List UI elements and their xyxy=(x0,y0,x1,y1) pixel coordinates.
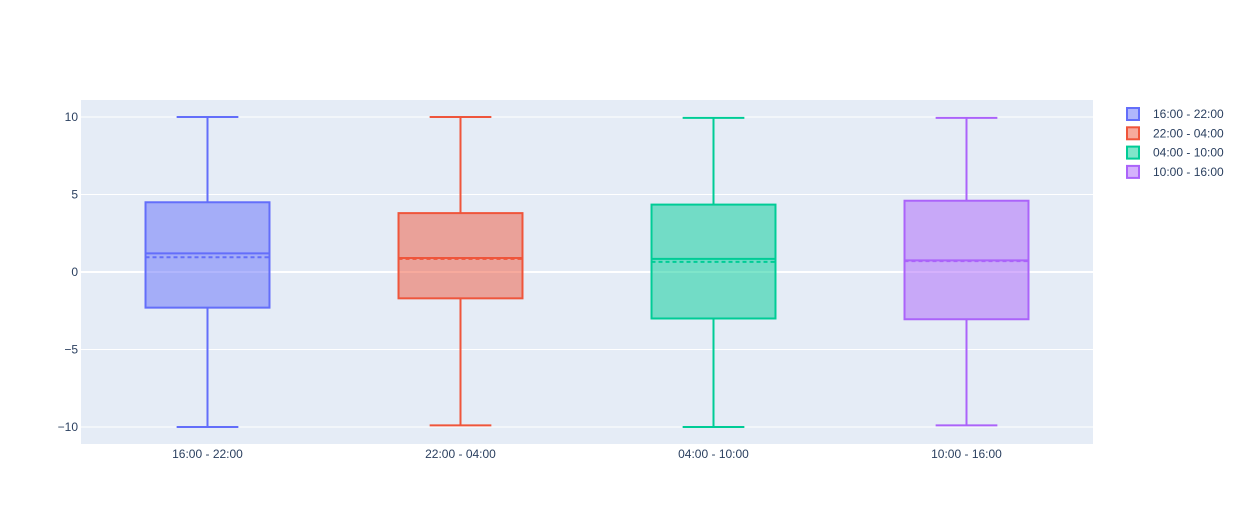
legend-swatch xyxy=(1126,126,1140,141)
x-tick-label: 10:00 - 16:00 xyxy=(931,447,1002,461)
legend-swatch xyxy=(1126,164,1140,179)
y-axis: −10 −5 0 5 10 xyxy=(58,110,79,434)
x-tick-label: 16:00 - 22:00 xyxy=(172,447,243,461)
legend-swatch xyxy=(1126,145,1140,160)
legend-swatch xyxy=(1126,107,1140,121)
legend-item: 04:00 - 10:00 xyxy=(1126,145,1224,160)
legend-label: 04:00 - 10:00 xyxy=(1153,146,1224,160)
iqr-box xyxy=(397,212,524,300)
iqr-box xyxy=(144,201,271,309)
y-tick-label: 5 xyxy=(71,188,78,202)
y-tick-label: −10 xyxy=(58,420,79,434)
box-4 xyxy=(903,116,1030,427)
y-tick-label: 10 xyxy=(65,110,79,124)
y-tick-label: 0 xyxy=(71,265,78,279)
x-axis: 16:00 - 22:00 22:00 - 04:00 04:00 - 10:00 1… xyxy=(172,447,1002,461)
x-tick-label: 04:00 - 10:00 xyxy=(678,447,749,461)
legend-label: 22:00 - 04:00 xyxy=(1153,126,1224,140)
y-tick-label: −5 xyxy=(64,342,78,356)
x-tick-label: 22:00 - 04:00 xyxy=(425,447,496,461)
legend: 16:00 - 22:00 22:00 - 04:00 04:00 - 10:00 1… xyxy=(1126,107,1224,179)
boxes xyxy=(144,116,1030,428)
box-2 xyxy=(397,116,524,427)
legend-item: 22:00 - 04:00 xyxy=(1126,126,1224,141)
iqr-box xyxy=(650,203,777,320)
legend-label: 16:00 - 22:00 xyxy=(1153,107,1224,121)
box-1 xyxy=(144,116,271,428)
legend-item: 16:00 - 22:00 xyxy=(1126,107,1224,121)
box-3 xyxy=(650,116,777,428)
legend-label: 10:00 - 16:00 xyxy=(1153,165,1224,179)
legend-item: 10:00 - 16:00 xyxy=(1126,164,1224,179)
